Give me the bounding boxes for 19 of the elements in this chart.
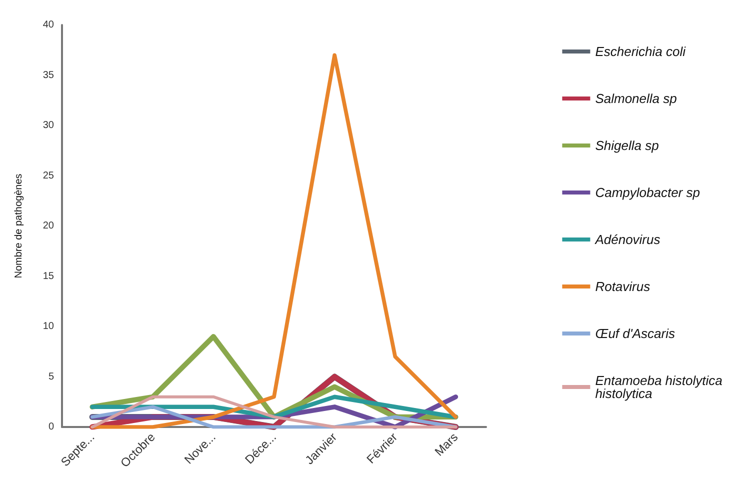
y-axis-title: Nombre de pathogènes	[14, 174, 24, 278]
y-tick-label: 5	[48, 371, 54, 382]
y-tick-label: 35	[42, 70, 54, 81]
legend-label: Œuf d'Ascaris	[595, 326, 676, 341]
y-tick-label: 10	[42, 321, 54, 332]
legend-label: Adénovirus	[594, 232, 661, 247]
y-tick-label: 25	[42, 170, 54, 182]
y-tick-label: 0	[48, 422, 54, 432]
legend-label: Rotavirus	[595, 279, 651, 294]
legend-label: Escherichia coli	[595, 44, 687, 59]
legend-label: Salmonella sp	[595, 91, 677, 106]
y-tick-label: 20	[42, 220, 54, 232]
legend-label: Shigella sp	[595, 138, 659, 153]
y-tick-label: 30	[42, 120, 54, 131]
legend-label: Campylobacter sp	[595, 185, 700, 200]
line-series	[90, 53, 458, 429]
y-tick-label: 40	[42, 20, 54, 30]
legend-label: Entamoeba histolytica histolytica	[595, 373, 726, 401]
y-tick-label: 15	[42, 270, 54, 282]
